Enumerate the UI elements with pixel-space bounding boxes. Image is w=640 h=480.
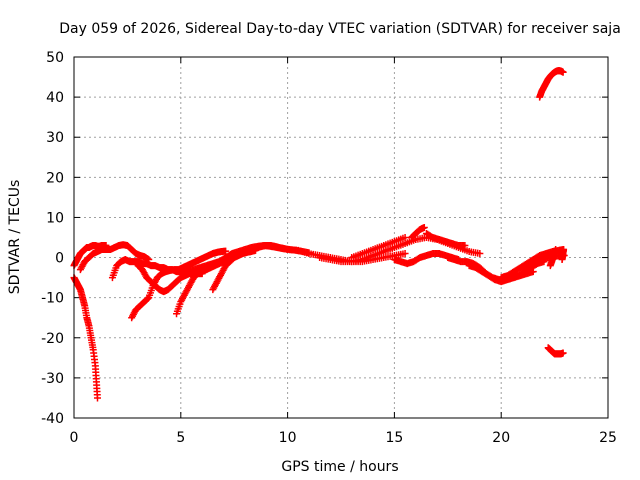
plot-frame xyxy=(73,56,609,419)
data-points xyxy=(70,67,568,402)
series-arc-20 xyxy=(546,246,560,270)
data-point xyxy=(93,394,101,402)
series-arc-9 xyxy=(209,246,260,294)
y-tick-label: 20 xyxy=(46,170,64,186)
y-tick-label: 30 xyxy=(46,130,64,146)
x-tick-label: 5 xyxy=(176,430,185,446)
y-tick-label: 0 xyxy=(55,251,64,267)
y-tick-label: 10 xyxy=(46,210,64,226)
data-point xyxy=(252,246,260,254)
x-axis-label: GPS time / hours xyxy=(281,459,398,475)
x-tick-label: 15 xyxy=(385,430,403,446)
series-arc-2 xyxy=(70,274,101,402)
y-tick-label: -40 xyxy=(41,411,64,427)
series-arc-3 xyxy=(76,241,153,274)
y-tick-label: 40 xyxy=(46,90,64,106)
series-arc-5 xyxy=(128,247,230,322)
series-arc-17 xyxy=(465,262,537,286)
data-point xyxy=(476,250,484,258)
x-tick-label: 20 xyxy=(492,430,510,446)
data-point xyxy=(560,246,568,254)
x-tick-label: 25 xyxy=(599,430,617,446)
data-point xyxy=(420,223,428,231)
data-point xyxy=(559,349,567,357)
series-arc-15 xyxy=(422,229,469,250)
data-point xyxy=(559,68,567,76)
data-point xyxy=(401,250,409,258)
x-tick-label: 0 xyxy=(70,430,79,446)
chart-title: Day 059 of 2026, Sidereal Day-to-day VTE… xyxy=(59,21,621,37)
series-arc-23 xyxy=(544,344,567,358)
series-arc-12 xyxy=(348,234,409,262)
y-tick-label: -10 xyxy=(41,291,64,307)
x-tick-label: 10 xyxy=(279,430,297,446)
ticks: 0 5 10 15 20 25 -40 -30 -20 -10 0 10 20 30 40 50 xyxy=(41,50,617,446)
y-tick-label: 50 xyxy=(46,50,64,66)
series-arc-14 xyxy=(407,223,428,241)
series-arc-22 xyxy=(536,67,567,101)
data-point xyxy=(552,246,560,254)
grid xyxy=(74,57,608,418)
data-point xyxy=(529,268,537,276)
y-tick-label: -30 xyxy=(41,371,64,387)
y-tick-label: -20 xyxy=(41,331,64,347)
data-point xyxy=(222,247,230,255)
y-axis-label: SDTVAR / TECUs xyxy=(7,180,23,295)
series-arc-21 xyxy=(558,246,568,264)
data-point xyxy=(461,242,469,250)
data-point xyxy=(401,234,409,241)
